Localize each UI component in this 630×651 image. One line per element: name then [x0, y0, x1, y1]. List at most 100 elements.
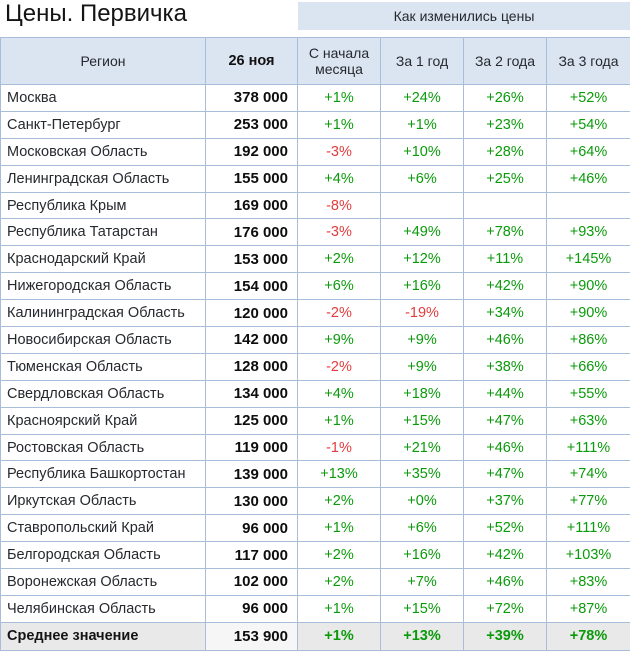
change-cell: +6%: [297, 272, 381, 301]
change-cell: -8%: [297, 191, 381, 220]
change-cell: +42%: [463, 272, 547, 301]
change-cell: +7%: [380, 568, 464, 596]
region-cell: Москва: [0, 84, 206, 112]
price-cell: 130 000: [205, 487, 298, 516]
column-header-region: Регион: [0, 37, 206, 85]
change-cell: -3%: [297, 218, 381, 247]
table-row: Красноярский Край 125 000 +1% +15% +47% +63%: [0, 406, 630, 435]
change-cell: +78%: [546, 621, 630, 651]
change-cell: +49%: [380, 218, 464, 247]
table-row: Нижегородская Область 154 000 +6% +16% +42% +…: [0, 272, 630, 301]
table-row: Ленинградская Область 155 000 +4% +6% +25% +4…: [0, 164, 630, 193]
change-cell: +52%: [463, 514, 547, 543]
price-cell: 378 000: [205, 84, 298, 112]
region-cell: Московская Область: [0, 137, 206, 166]
table-row: Московская Область 192 000 -3% +10% +28% +64%: [0, 137, 630, 166]
region-cell: Нижегородская Область: [0, 272, 206, 301]
change-cell: +38%: [463, 352, 547, 381]
change-cell: -19%: [380, 299, 464, 328]
change-cell: +54%: [546, 110, 630, 139]
region-cell: Республика Татарстан: [0, 218, 206, 247]
price-cell: 153 900: [205, 621, 298, 651]
price-cell: 155 000: [205, 164, 298, 193]
table-row: Воронежская Область 102 000 +2% +7% +46% +83%: [0, 568, 630, 596]
region-cell: Челябинская Область: [0, 594, 206, 623]
table-row: Санкт-Петербург 253 000 +1% +1% +23% +54%: [0, 110, 630, 139]
change-cell: +103%: [546, 541, 630, 570]
column-header-3y: За 3 года: [546, 37, 630, 85]
change-cell: +44%: [463, 379, 547, 408]
region-cell: Ростовская Область: [0, 433, 206, 462]
change-cell: +9%: [380, 326, 464, 354]
change-cell: +1%: [297, 110, 381, 139]
change-cell: +46%: [463, 568, 547, 596]
change-cell: +9%: [380, 352, 464, 381]
region-cell: Республика Крым: [0, 191, 206, 220]
price-cell: 120 000: [205, 299, 298, 328]
change-cell: +2%: [297, 541, 381, 570]
table-row: Челябинская Область 96 000 +1% +15% +72% +87%: [0, 594, 630, 623]
change-cell: +1%: [297, 406, 381, 435]
price-cell: 169 000: [205, 191, 298, 220]
change-cell: +2%: [297, 568, 381, 596]
price-table: Регион 26 ноя С начала месяца За 1 год За 2 …: [0, 37, 630, 651]
price-cell: 153 000: [205, 245, 298, 274]
change-cell: +46%: [463, 433, 547, 462]
price-change-band-header: Как изменились цены: [298, 2, 630, 30]
change-cell: +34%: [463, 299, 547, 328]
region-cell: Среднее значение: [0, 621, 206, 651]
column-header-date: 26 ноя: [205, 37, 298, 85]
change-cell: [546, 191, 630, 220]
change-cell: +87%: [546, 594, 630, 623]
change-cell: +1%: [297, 84, 381, 112]
change-cell: +111%: [546, 433, 630, 462]
change-cell: +37%: [463, 487, 547, 516]
change-cell: +15%: [380, 594, 464, 623]
change-cell: +9%: [297, 326, 381, 354]
region-cell: Республика Башкортостан: [0, 460, 206, 489]
change-cell: +15%: [380, 406, 464, 435]
change-cell: -2%: [297, 352, 381, 381]
change-cell: +93%: [546, 218, 630, 247]
change-cell: +18%: [380, 379, 464, 408]
change-cell: +28%: [463, 137, 547, 166]
change-cell: +13%: [380, 621, 464, 651]
change-cell: +86%: [546, 326, 630, 354]
column-header-month: С начала месяца: [297, 37, 381, 85]
table-row: Белгородская Область 117 000 +2% +16% +42% +1…: [0, 541, 630, 570]
table-row: Республика Башкортостан 139 000 +13% +35% +4…: [0, 460, 630, 489]
change-cell: +35%: [380, 460, 464, 489]
change-cell: +6%: [380, 514, 464, 543]
price-cell: 134 000: [205, 379, 298, 408]
price-cell: 253 000: [205, 110, 298, 139]
table-row: Республика Крым 169 000 -8%: [0, 191, 630, 220]
change-cell: [380, 191, 464, 220]
region-cell: Белгородская Область: [0, 541, 206, 570]
top-bar: Цены. Первичка Как изменились цены: [0, 0, 630, 37]
price-cell: 154 000: [205, 272, 298, 301]
region-cell: Калининградская Область: [0, 299, 206, 328]
change-cell: +16%: [380, 272, 464, 301]
region-cell: Воронежская Область: [0, 568, 206, 596]
change-cell: +55%: [546, 379, 630, 408]
change-cell: +78%: [463, 218, 547, 247]
change-cell: +111%: [546, 514, 630, 543]
change-cell: +47%: [463, 460, 547, 489]
table-row: Иркутская Область 130 000 +2% +0% +37% +77%: [0, 487, 630, 516]
change-cell: +47%: [463, 406, 547, 435]
change-cell: +13%: [297, 460, 381, 489]
change-cell: +72%: [463, 594, 547, 623]
region-cell: Ставропольский Край: [0, 514, 206, 543]
change-cell: -2%: [297, 299, 381, 328]
change-cell: +52%: [546, 84, 630, 112]
table-row: Свердловская Область 134 000 +4% +18% +44% +5…: [0, 379, 630, 408]
change-cell: +39%: [463, 621, 547, 651]
change-cell: +0%: [380, 487, 464, 516]
table-header-row: Регион 26 ноя С начала месяца За 1 год За 2 …: [0, 37, 630, 85]
region-cell: Тюменская Область: [0, 352, 206, 381]
table-row: Москва 378 000 +1% +24% +26% +52%: [0, 84, 630, 112]
change-cell: +90%: [546, 272, 630, 301]
change-cell: +26%: [463, 84, 547, 112]
change-cell: +4%: [297, 379, 381, 408]
